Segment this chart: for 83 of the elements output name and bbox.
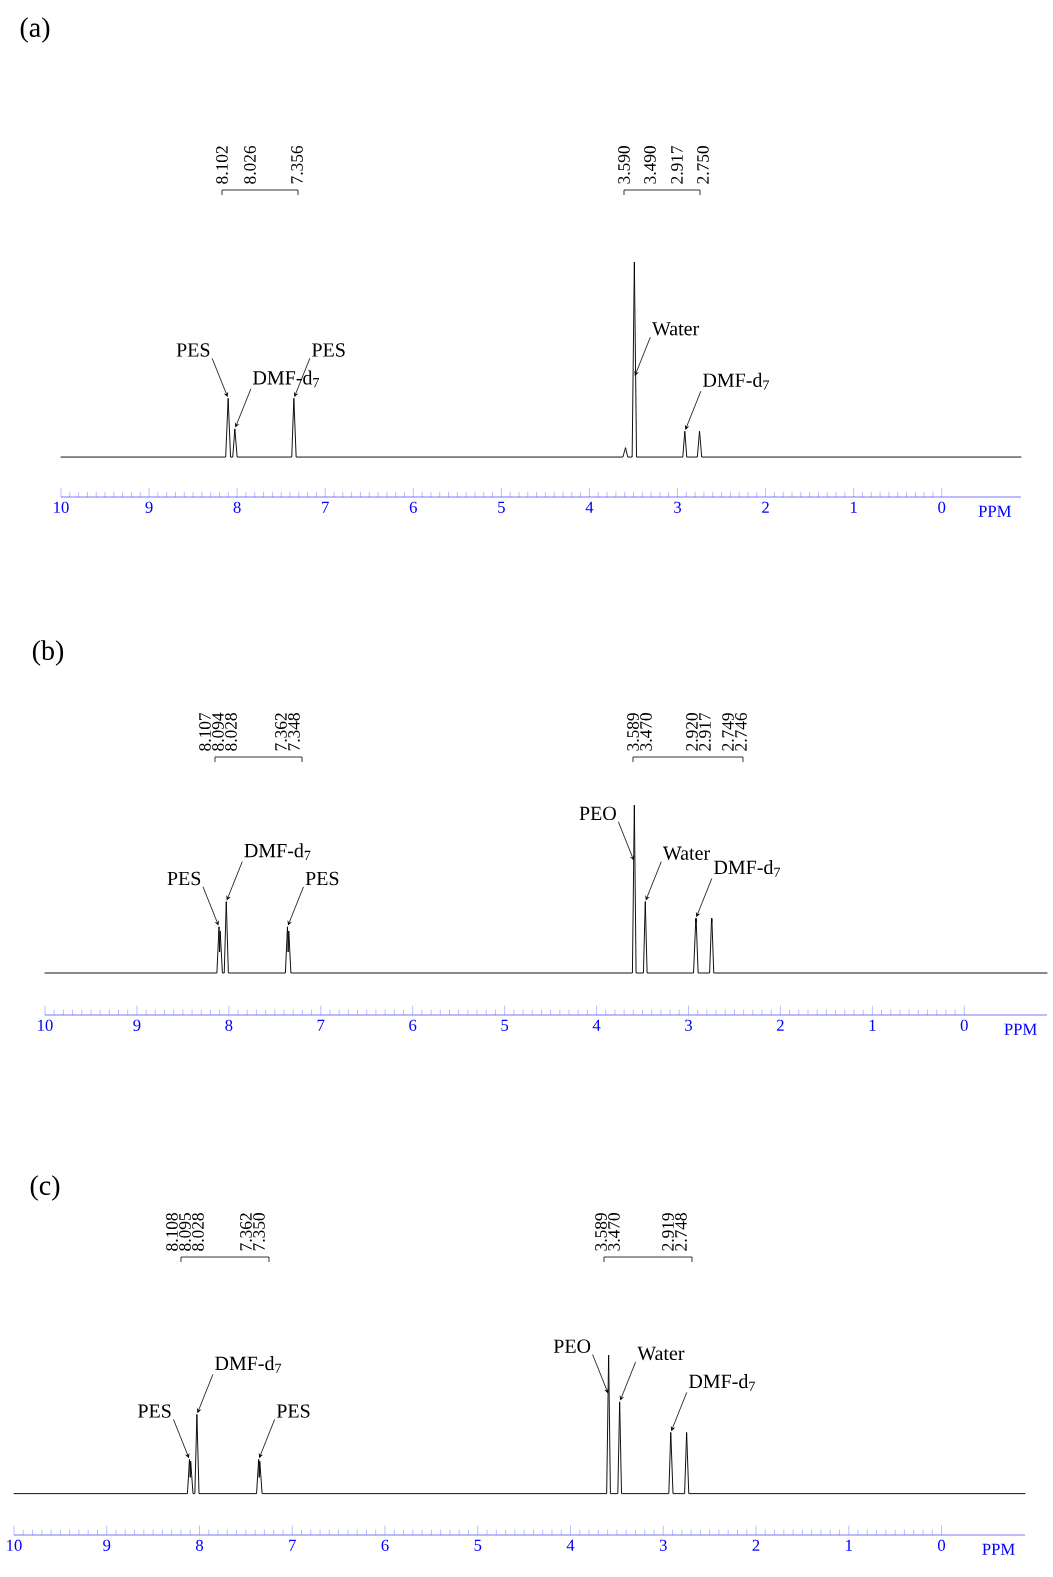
x-tick-label: 9 [103, 1539, 111, 1551]
x-tick-label: 10 [7, 1539, 22, 1551]
annotation: Water [637, 1346, 685, 1361]
text: 2.748 [675, 1213, 687, 1251]
text: 8.095 [179, 1213, 191, 1251]
chart-title: (a) [20, 17, 50, 43]
x-tick-label: 8 [233, 501, 241, 513]
text: 8.028 [192, 1213, 204, 1251]
text: 8.026 [244, 145, 256, 184]
x-tick-label: 0 [938, 501, 946, 513]
text: 2.750 [697, 146, 709, 184]
annotation: PES [167, 871, 201, 886]
x-tick-label: 0 [960, 1019, 968, 1031]
x-axis-title: PPM [978, 505, 1011, 517]
text: 2.917 [699, 712, 711, 751]
x-tick-label: 7 [322, 501, 329, 513]
x-tick-label: 4 [585, 501, 594, 513]
text: 2.917 [671, 145, 683, 184]
text: 7.362 [275, 713, 287, 751]
annotation: PES [138, 1404, 171, 1418]
x-tick-label: 1 [850, 501, 857, 513]
annotation: Water [662, 846, 710, 860]
annotation: Water [651, 322, 700, 336]
x-tick-label: 3 [685, 1019, 692, 1031]
x-axis-title: PPM [982, 1543, 1015, 1555]
annotation: DMF-d$_{7}$ [253, 370, 320, 388]
text: 3.470 [640, 713, 652, 751]
x-tick-label: 10 [54, 501, 69, 513]
annotation: PEO [553, 1339, 591, 1354]
text: 2.749 [722, 713, 734, 751]
x-tick-label: 1 [846, 1539, 852, 1551]
x-tick-label: 5 [498, 501, 505, 513]
text: 8.102 [216, 146, 228, 184]
annotation: PES [176, 343, 210, 357]
x-tick-label: 5 [474, 1539, 482, 1551]
x-tick-label: 6 [409, 501, 417, 513]
x-tick-label: 3 [674, 501, 682, 513]
text: 7.356 [291, 145, 303, 184]
annotation: DMF-d$_{7}$ [703, 372, 770, 390]
text: 3.589 [627, 713, 639, 751]
x-axis-title: PPM [1004, 1023, 1037, 1035]
x-tick-label: 8 [195, 1539, 204, 1551]
text: 2.920 [686, 713, 698, 751]
text: 8.028 [225, 713, 237, 751]
x-tick-label: 6 [381, 1539, 389, 1551]
x-tick-label: 2 [762, 501, 769, 513]
annotation: DMF-d$_{7}$ [714, 860, 781, 877]
annotation: PES [312, 343, 345, 357]
x-tick-label: 2 [776, 1019, 784, 1031]
x-tick-label: 0 [937, 1539, 946, 1551]
annotation: DMF-d$_{7}$ [215, 1356, 282, 1373]
text: 3.589 [595, 1213, 607, 1251]
x-tick-label: 6 [409, 1019, 417, 1031]
text: 3.590 [618, 146, 630, 184]
annotation: DMF-d$_{7}$ [244, 843, 311, 861]
x-tick-label: 3 [659, 1539, 667, 1551]
x-tick-label: 4 [592, 1019, 601, 1031]
x-tick-label: 9 [133, 1019, 141, 1031]
text: 7.362 [240, 1213, 252, 1251]
text: 8.108 [166, 1213, 178, 1251]
annotation: PES [305, 871, 339, 886]
x-tick-label: 2 [752, 1539, 760, 1551]
x-tick-label: 10 [38, 1019, 53, 1031]
text: 8.107 [199, 712, 211, 751]
text: 7.350 [253, 1213, 265, 1251]
text: 2.746 [735, 712, 747, 751]
x-tick-label: 1 [869, 1019, 876, 1031]
x-tick-label: 9 [145, 501, 153, 513]
chart-title: (b) [32, 640, 64, 666]
x-tick-label: 7 [317, 1019, 325, 1031]
annotation: DMF-d$_{7}$ [688, 1374, 755, 1391]
text: 3.490 [644, 146, 656, 184]
x-tick-label: 5 [501, 1019, 509, 1031]
chart-title: (c) [30, 1175, 60, 1201]
x-tick-label: 4 [566, 1539, 575, 1551]
text: 3.470 [608, 1213, 620, 1251]
annotation: PEO [579, 806, 616, 821]
x-tick-label: 7 [289, 1539, 296, 1551]
text: 7.348 [288, 713, 300, 751]
x-tick-label: 8 [225, 1019, 233, 1031]
annotation: PES [276, 1404, 310, 1418]
text: 8.094 [212, 712, 224, 751]
text: 2.919 [662, 1213, 674, 1251]
